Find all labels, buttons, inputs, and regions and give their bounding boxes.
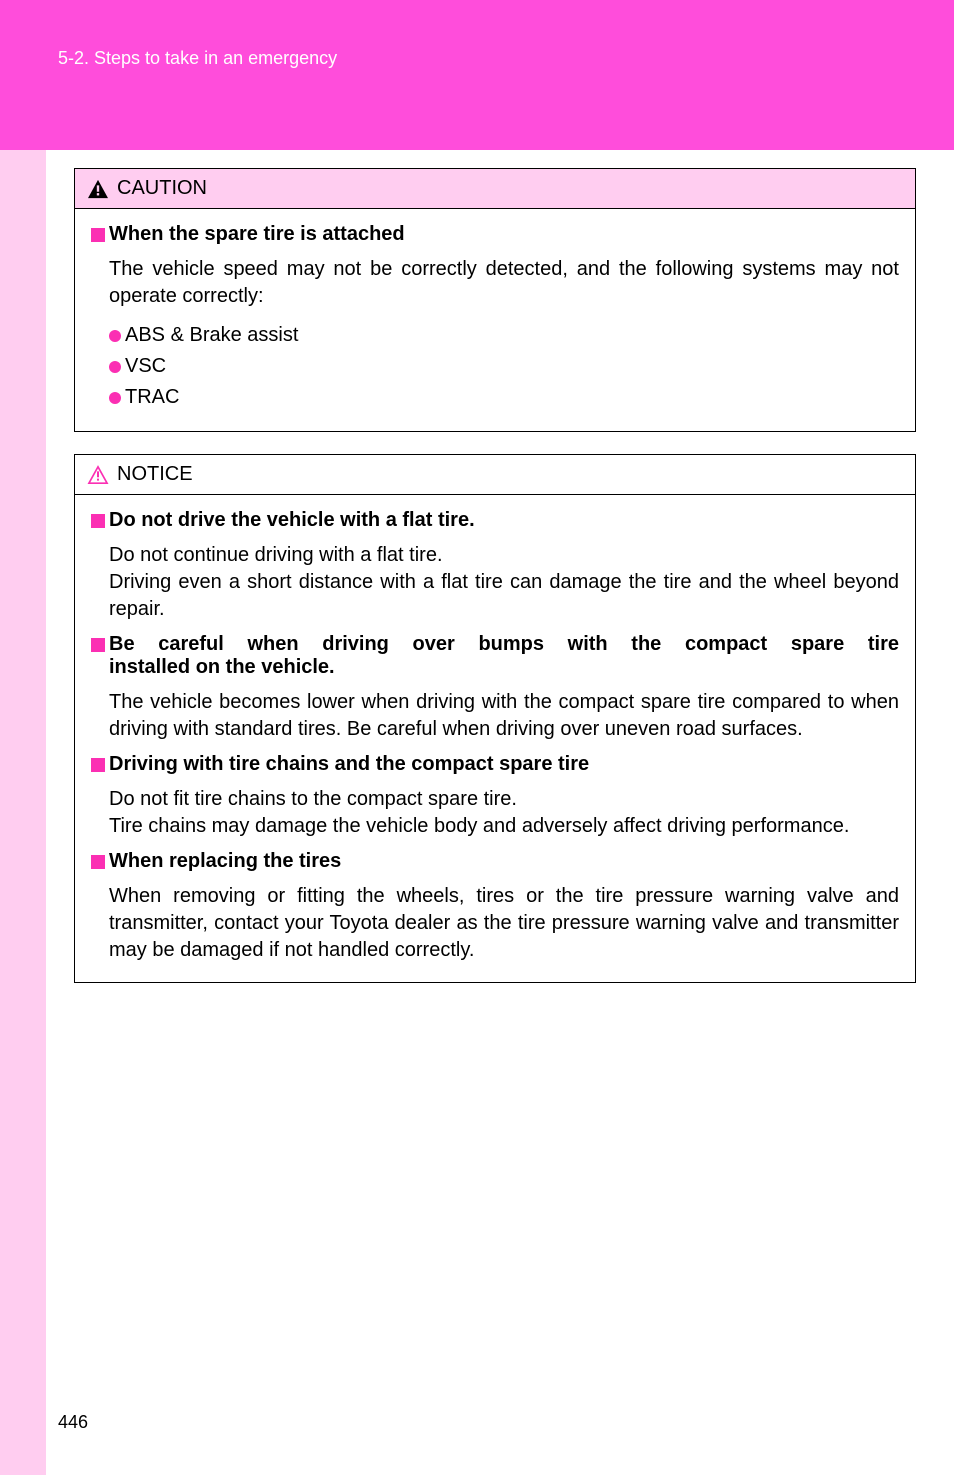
notice-body-text: Do not continue driving with a flat tire… [91,542,899,569]
bullet-text: VSC [125,351,166,382]
page-header: 5-2. Steps to take in an emergency [0,0,954,150]
caution-body-text: The vehicle speed may not be correctly d… [91,256,899,310]
pink-dot-icon [109,392,121,404]
caution-box: CAUTION When the spare tire is attached … [74,168,916,432]
notice-label: NOTICE [117,463,193,486]
notice-heading-text: Driving with tire chains and the compact… [109,753,589,776]
notice-body-text: Tire chains may damage the vehicle body … [91,813,899,840]
notice-body-text: Driving even a short distance with a fla… [91,569,899,623]
notice-body-text: When removing or fitting the wheels, tir… [91,883,899,964]
notice-body: Do not drive the vehicle with a flat tir… [75,495,915,982]
warning-triangle-outline-icon [87,465,109,485]
notice-section-heading: Do not drive the vehicle with a flat tir… [91,509,899,532]
bullet-item: ABS & Brake assist [91,320,899,351]
pink-square-bullet-icon [91,758,105,772]
pink-square-bullet-icon [91,228,105,242]
notice-heading-text: Be careful when driving over bumps with … [109,633,899,656]
caution-header: CAUTION [75,169,915,209]
caution-label: CAUTION [117,177,207,200]
pink-dot-icon [109,330,121,342]
bullet-text: ABS & Brake assist [125,320,298,351]
page-number: 446 [58,1412,88,1433]
notice-section-heading: Driving with tire chains and the compact… [91,753,899,776]
breadcrumb: 5-2. Steps to take in an emergency [58,48,337,68]
bullet-item: VSC [91,351,899,382]
notice-body-text: The vehicle becomes lower when driving w… [91,689,899,743]
caution-body: When the spare tire is attached The vehi… [75,209,915,431]
bullet-text: TRAC [125,382,179,413]
notice-heading-text-line2: installed on the vehicle. [91,656,899,679]
caution-heading-text: When the spare tire is attached [109,223,405,246]
notice-body-text: Do not fit tire chains to the compact sp… [91,786,899,813]
warning-triangle-icon [87,179,109,199]
notice-box: NOTICE Do not drive the vehicle with a f… [74,454,916,983]
notice-section-heading: When replacing the tires [91,850,899,873]
left-sidebar [0,150,46,1475]
content-area: CAUTION When the spare tire is attached … [46,150,954,1475]
pink-dot-icon [109,361,121,373]
notice-header: NOTICE [75,455,915,495]
caution-section-heading: When the spare tire is attached [91,223,899,246]
pink-square-bullet-icon [91,855,105,869]
bullet-item: TRAC [91,382,899,413]
notice-heading-text: When replacing the tires [109,850,341,873]
notice-heading-text: Do not drive the vehicle with a flat tir… [109,509,475,532]
pink-square-bullet-icon [91,514,105,528]
pink-square-bullet-icon [91,638,105,652]
